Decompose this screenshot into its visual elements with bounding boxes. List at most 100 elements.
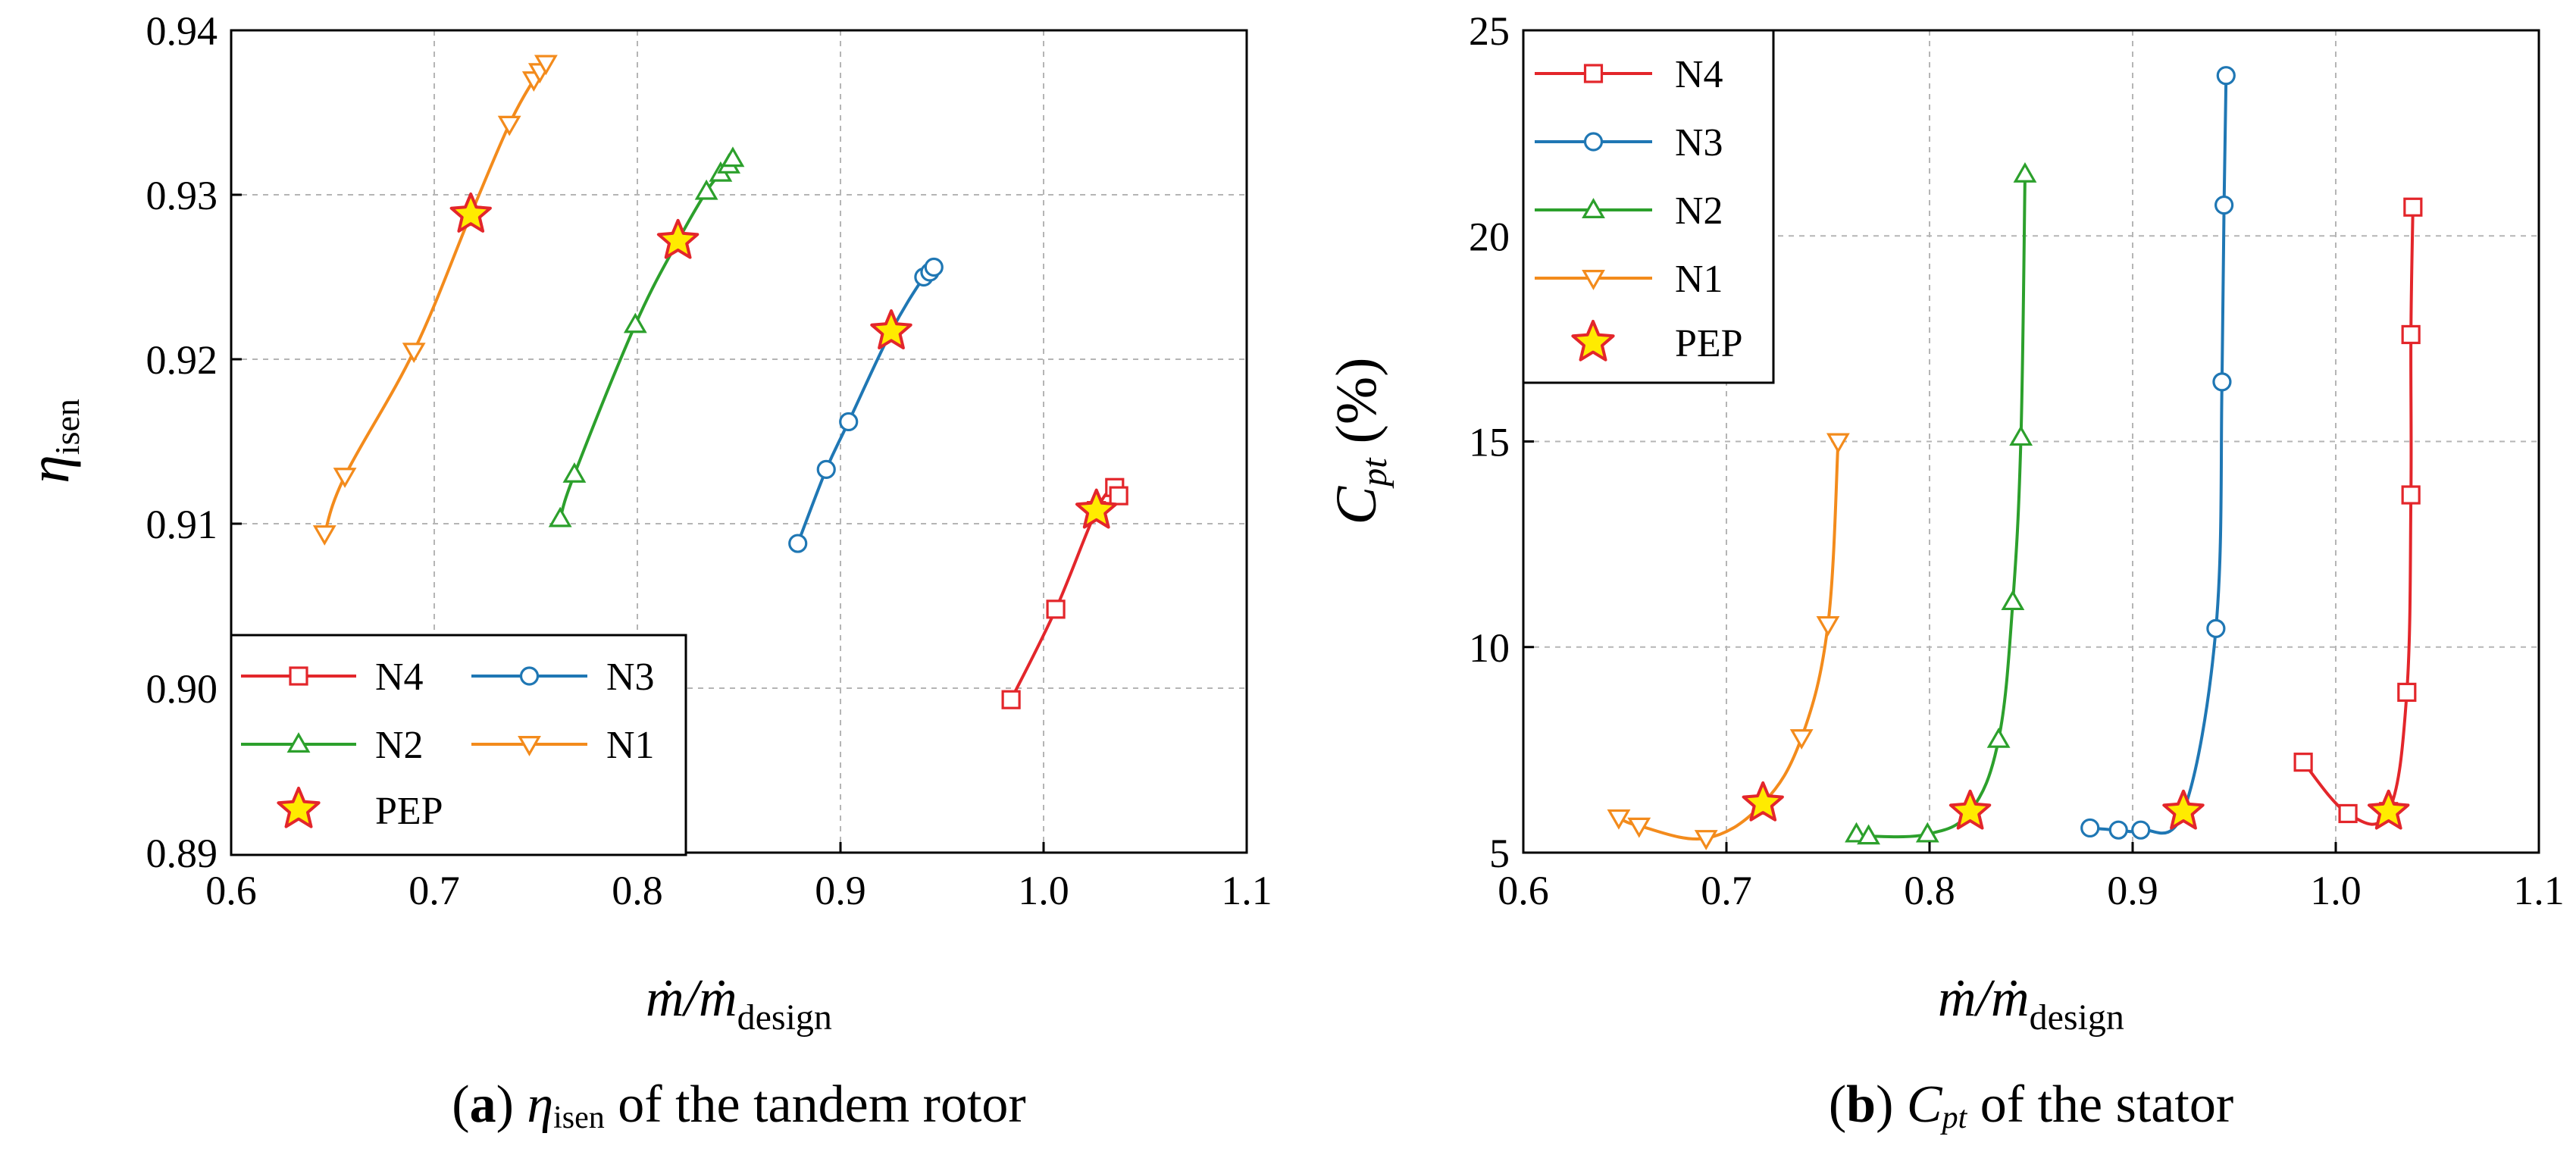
- panel-b-legend-label-pep: PEP: [1675, 322, 1743, 365]
- panel-b-series-n3-point: [2080, 818, 2100, 838]
- panel-a-x-axis-title: ṁ/ṁdesign: [646, 969, 832, 1038]
- panel-a-x-tick-label: 0.7: [408, 868, 460, 913]
- panel-b-series-n4-line: [2302, 207, 2415, 826]
- panel-a-legend-label-n3: N3: [606, 656, 655, 699]
- panel-a-y-tick-label: 0.90: [146, 666, 218, 712]
- panel-b-series-n1-point: [1789, 729, 1814, 750]
- panel-b-series-n4-point: [2401, 324, 2421, 345]
- panel-a-x-tick-label: 0.8: [612, 868, 663, 913]
- panel-a-legend: N4 N3 N2 N1 PEP: [230, 634, 687, 856]
- panel-a-series-n1-point: [534, 55, 558, 76]
- panel-b-series-n2-line: [1855, 174, 2027, 839]
- panel-b-legend-key-pep: [1571, 320, 1615, 362]
- panel-b-series: [1607, 66, 2423, 850]
- panel-b-series-n1-point: [1816, 615, 1840, 637]
- panel-b-series-n1-point: [1607, 809, 1631, 830]
- panel-a-legend-label-n4: N4: [375, 656, 424, 699]
- panel-a-legend-key-pep: [277, 787, 321, 828]
- panel-b-series-n4-point: [2293, 753, 2313, 772]
- panel-a-series-n2-point: [694, 179, 718, 200]
- panel-a-x-tick-label: 1.0: [1018, 868, 1069, 913]
- panel-b-legend-label-n4: N4: [1675, 53, 1723, 96]
- panel-b-series-n1-line: [1618, 441, 1840, 841]
- panel-b-legend-key-n3-marker: [1583, 132, 1604, 152]
- panel-b-series-n4-point: [2401, 485, 2421, 505]
- panel-b-series-n1-point: [1627, 817, 1651, 838]
- panel-a-x-tick-label: 1.1: [1221, 868, 1272, 913]
- panel-b-pep-star: [1948, 789, 1992, 830]
- panel-a-x-tick-label: 0.9: [815, 868, 866, 913]
- panel-b-x-tick-label: 0.6: [1498, 868, 1549, 913]
- panel-a-series-n2-point: [548, 506, 572, 527]
- panel-a-y-tick-label: 0.94: [146, 8, 218, 54]
- panel-b-series-n3-point: [2108, 820, 2128, 840]
- panel-b-legend-label-n2: N2: [1675, 189, 1723, 233]
- panel-b: 0.6 0.7 0.8 0.9 1.0 1.1 5 10 15 20 25 N4 N3 N2 N1 …: [1325, 8, 2565, 1135]
- panel-a-legend-key-n3-marker: [519, 666, 540, 686]
- panel-b-x-tick-label: 0.8: [1904, 868, 1955, 913]
- panel-b-pep-star: [1742, 781, 1784, 822]
- panel-b-y-tick-label: 10: [1469, 625, 1510, 671]
- panel-b-x-tick-label: 1.1: [2513, 868, 2565, 913]
- panel-b-series-n2-point: [2001, 590, 2025, 611]
- panel-b-pep-star: [2368, 789, 2410, 830]
- panel-a-legend-label-pep: PEP: [375, 790, 443, 833]
- panel-a-y-tick-label: 0.93: [146, 173, 218, 218]
- panel-b-series-n2-point: [1986, 727, 2011, 748]
- panel-a-pep-star: [656, 218, 700, 259]
- panel-b-legend-label-n3: N3: [1675, 121, 1723, 164]
- panel-a-series-n1-point: [333, 468, 357, 488]
- panel-a-pep-star: [870, 309, 912, 349]
- panel-a-series-n3-point: [788, 534, 808, 553]
- panel-a-y-tick-label: 0.89: [146, 831, 218, 876]
- panel-a-series-n1-point: [312, 525, 336, 546]
- panel-b-y-tick-label: 25: [1469, 8, 1510, 54]
- panel-a-legend-label-n1: N1: [606, 724, 655, 767]
- panel-b-legend-key-n4-marker: [1583, 64, 1604, 83]
- panel-b-series-n4-point: [2403, 197, 2423, 217]
- panel-b-series-n1-point: [1694, 830, 1718, 850]
- panel-a-y-tick-label: 0.91: [146, 502, 218, 547]
- panel-b-legend-box: [1522, 29, 1775, 384]
- panel-a-caption: (a) ηisen of the tandem rotor: [452, 1075, 1025, 1135]
- panel-a-series-n2-line: [559, 158, 734, 520]
- panel-a-series-n3-line: [796, 266, 935, 544]
- panel-b-legend-label-n1: N1: [1675, 258, 1723, 301]
- panel-a-legend-key-n1-marker: [518, 736, 541, 756]
- panel-b-legend-keys: [1535, 64, 1652, 362]
- panel-b-x-tick-label: 0.9: [2107, 868, 2158, 913]
- panel-a-series-n2-point: [562, 462, 587, 483]
- panel-b-series-n4-point: [2397, 682, 2417, 703]
- panel-b-series-n2-point: [1915, 822, 1939, 843]
- panel-a-y-tick-label: 0.92: [146, 337, 218, 383]
- panel-b-series-n1-point: [1826, 433, 1850, 454]
- panel-b-series-n3-point: [2212, 372, 2232, 392]
- panel-b-y-tick-label: 20: [1469, 214, 1510, 259]
- panel-b-ticks: 0.6 0.7 0.8 0.9 1.0 1.1 5 10 15 20 25: [1469, 8, 2565, 913]
- panel-a-series-n4-point: [1001, 690, 1021, 709]
- panel-a-series-n3-point: [816, 459, 836, 479]
- panel-b-x-axis-title: ṁ/ṁdesign: [1938, 969, 2124, 1038]
- panel-b-legend-key-n2-marker: [1582, 198, 1605, 218]
- panel-a-pep-star: [449, 193, 492, 233]
- panel-a-series-n3-point: [924, 257, 944, 277]
- panel-a-series-n1-line: [323, 62, 548, 534]
- panel-a-series-n1-point: [497, 115, 521, 136]
- panel-b-series-n3-point: [2214, 195, 2234, 215]
- panel-a-legend-key-n2-marker: [286, 732, 311, 753]
- panel-a-series-n3-point: [839, 412, 859, 432]
- panel-a-pep-star: [1075, 488, 1118, 529]
- panel-b-legend: N4 N3 N2 N1 PEP: [1522, 29, 1775, 384]
- panel-b-series-n2-point: [2009, 425, 2033, 446]
- panel-b-caption: (b) Cpt of the stator: [1829, 1075, 2233, 1135]
- panel-a-series-n2-point: [721, 146, 745, 167]
- panel-a-series-n2-point: [623, 312, 647, 333]
- panel-b-series-n3-point: [2206, 618, 2226, 638]
- panel-a-ticks: 0.6 0.7 0.8 0.9 1.0 1.1 0.89 0.90 0.91 0.92 0.93 0.…: [146, 8, 1272, 913]
- panel-a-series-n1-point: [402, 343, 426, 364]
- panel-a-legend-keys: [241, 666, 587, 828]
- panel-a-plot-frame: [230, 29, 1248, 854]
- panel-b-y-tick-label: 15: [1469, 420, 1510, 465]
- panel-a: 0.6 0.7 0.8 0.9 1.0 1.1 0.89 0.90 0.91 0.92 0.93 0.…: [17, 8, 1272, 1135]
